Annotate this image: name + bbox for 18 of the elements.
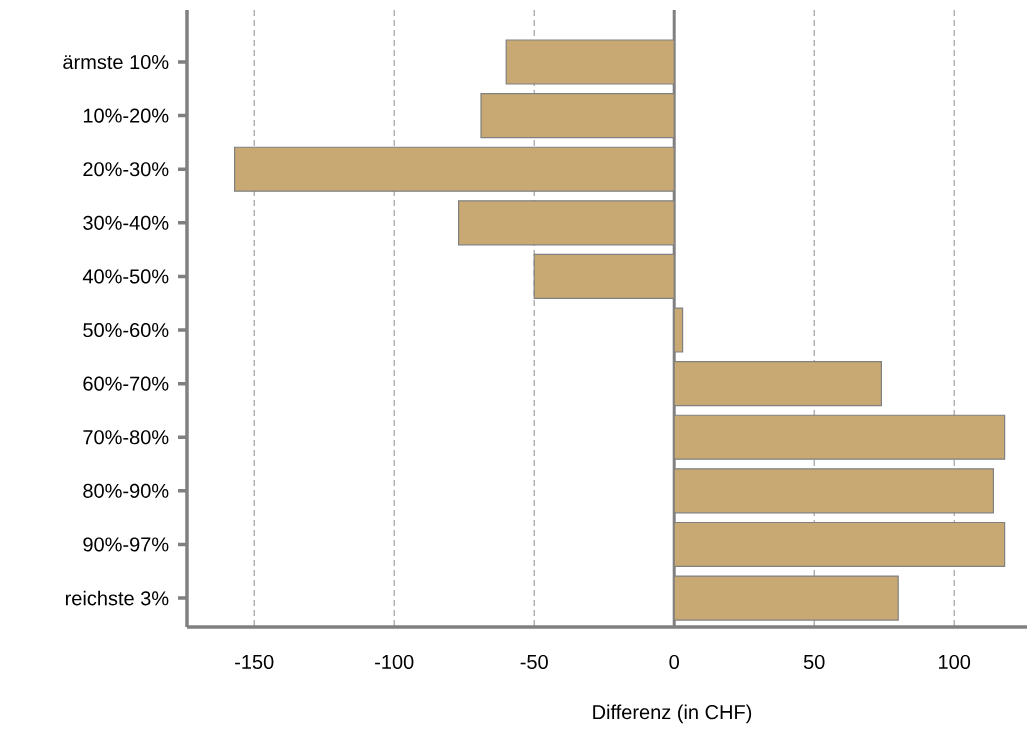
- y-tick-label: reichste 3%: [65, 590, 169, 606]
- x-tick-label: -50: [520, 654, 548, 670]
- y-tick-label: 90%-97%: [83, 537, 169, 552]
- x-tick-label: -100: [375, 654, 414, 670]
- y-tick-label: 20%-30%: [83, 162, 169, 177]
- x-tick-label: -150: [235, 654, 274, 670]
- y-tick-label: 30%-40%: [83, 215, 169, 230]
- y-tick-label: 60%-70%: [83, 376, 169, 391]
- y-tick-label: 10%-20%: [83, 108, 169, 123]
- y-tick-label: 50%-60%: [83, 322, 169, 338]
- y-tick-label: 40%-50%: [82, 269, 169, 284]
- y-tick-label: 80%-90%: [83, 483, 169, 498]
- x-tick-label: 0: [669, 654, 679, 670]
- x-tick-label: 50: [803, 654, 825, 670]
- y-tick-label: 70%-80%: [83, 430, 169, 445]
- x-tick-label: 100: [939, 654, 971, 670]
- x-axis-title: Differenz (in CHF): [593, 704, 752, 724]
- y-tick-label: ärmste 10%: [63, 54, 169, 70]
